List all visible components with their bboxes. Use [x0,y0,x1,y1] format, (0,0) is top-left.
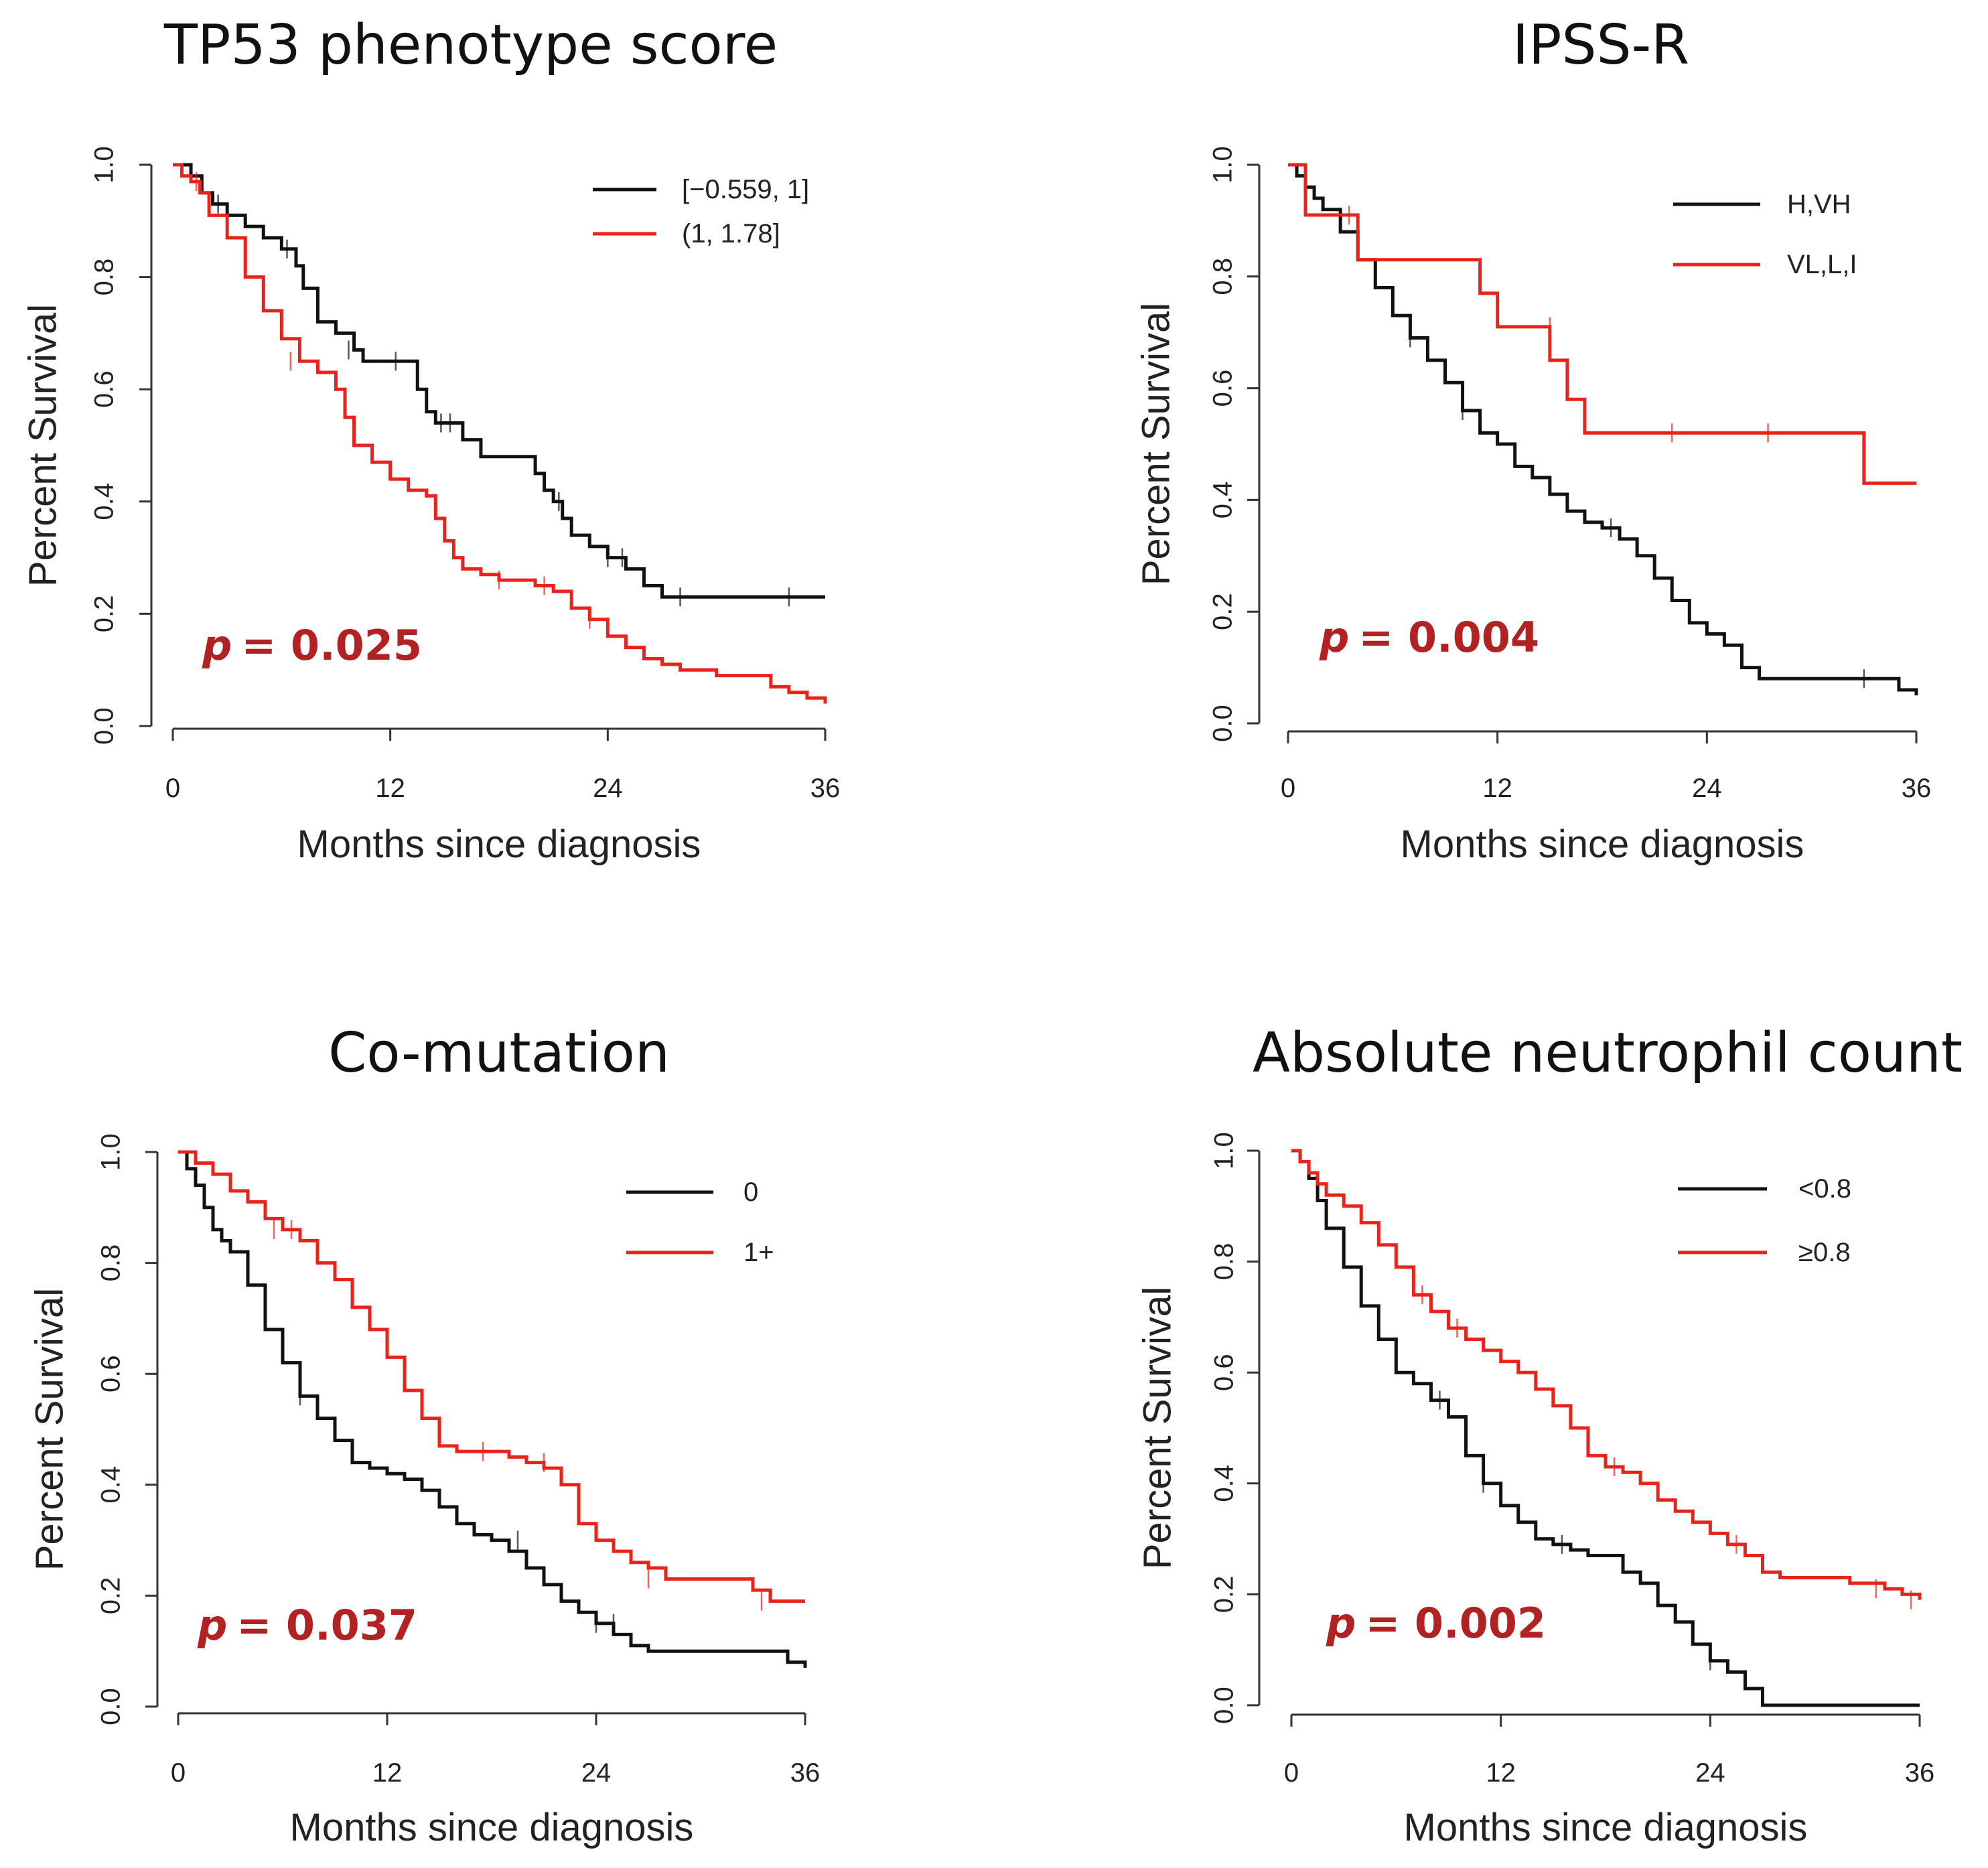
y-tick-label: 0.2 [1208,593,1238,630]
x-tick-label: 0 [171,1758,186,1788]
legend-label: VL,L,I [1787,250,1857,279]
y-tick-label: 0.2 [1210,1576,1239,1613]
y-tick-label: 0.0 [96,1688,126,1725]
survival-curve-red [178,1150,805,1603]
x-tick-label: 36 [1902,774,1932,803]
x-tick-label: 36 [1905,1758,1935,1788]
p-value-symbol: p [1319,613,1349,662]
y-tick-label: 0.6 [1208,370,1238,407]
y-tick-label: 0.8 [1208,258,1238,295]
x-tick-label: 0 [1284,1758,1299,1788]
survival-curve-red [173,163,827,704]
y-tick-label: 0.2 [96,1577,126,1615]
p-value: p = 0.002 [1326,1599,1546,1648]
p-value-symbol: p [1326,1599,1356,1648]
y-axis-label: Percent Survival [1135,1287,1179,1569]
legend-label: 0 [743,1177,758,1207]
x-tick-label: 36 [790,1758,821,1788]
p-value-number: = 0.037 [236,1601,417,1650]
y-tick-label: 1.0 [1208,146,1238,184]
legend-label: (1, 1.78] [682,219,780,248]
legend-label: H,VH [1787,190,1851,219]
p-value: p = 0.037 [197,1601,417,1650]
y-tick-label: 0.4 [96,1466,126,1504]
p-value: p = 0.025 [202,621,422,670]
y-tick-label: 0.6 [1210,1354,1239,1391]
p-value-number: = 0.004 [1358,613,1539,662]
y-tick-label: 1.0 [96,1133,126,1171]
legend-label: [−0.559, 1] [682,175,809,204]
y-tick-label: 0.0 [90,707,119,745]
x-tick-label: 24 [581,1758,612,1788]
chart-title: IPSS-R [1512,13,1689,77]
p-value-number: = 0.002 [1365,1599,1546,1648]
p-value: p = 0.004 [1319,613,1539,662]
chart-title: Absolute neutrophil count [1253,1021,1963,1085]
x-tick-label: 12 [372,1758,403,1788]
x-tick-label: 36 [810,774,841,803]
y-tick-label: 0.2 [90,595,119,633]
survival-curve-black [173,163,825,599]
y-axis-label: Percent Survival [21,304,64,587]
y-tick-label: 1.0 [90,146,119,184]
x-axis-label: Months since diagnosis [297,822,701,866]
km-panel-1: TP53 phenotype score 0.0 0.2 0.4 0.6 0.8 1.0 Pe… [21,13,840,866]
x-tick-label: 0 [165,774,180,803]
y-tick-label: 0.8 [96,1244,126,1282]
x-tick-label: 24 [1695,1758,1725,1788]
km-panel-4: Absolute neutrophil count 0.0 0.2 0.4 0.6 0.8… [1135,1021,1963,1849]
y-tick-label: 0.6 [96,1355,126,1392]
y-axis-label: Percent Survival [27,1288,71,1571]
legend-label: 1+ [743,1238,774,1267]
km-panel-2: IPSS-R 0.0 0.2 0.4 0.6 0.8 1.0 Percent Survival… [1134,13,1931,866]
p-value-symbol: p [202,621,232,670]
y-tick-label: 0.4 [90,483,119,520]
x-axis-label: Months since diagnosis [1404,1806,1808,1849]
km-panel-3: Co-mutation 0.0 0.2 0.4 0.6 0.8 1.0 Percent Sur… [27,1021,820,1849]
y-tick-label: 0.4 [1210,1465,1239,1502]
chart-title: Co-mutation [328,1021,670,1085]
survival-curve-black [178,1150,807,1668]
y-tick-label: 0.8 [90,259,119,296]
x-tick-label: 24 [593,774,623,803]
y-axis-label: Percent Survival [1134,303,1178,585]
p-value-symbol: p [197,1601,227,1650]
y-tick-label: 0.0 [1208,705,1238,742]
y-tick-label: 0.4 [1208,482,1238,519]
chart-title: TP53 phenotype score [163,13,778,77]
x-tick-label: 12 [1486,1758,1516,1788]
survival-curve-red [1288,163,1916,485]
legend-label: ≥0.8 [1798,1238,1851,1267]
x-tick-label: 12 [375,774,405,803]
survival-curve-red [1291,1149,1922,1600]
y-tick-label: 0.8 [1210,1243,1239,1281]
x-tick-label: 0 [1281,774,1295,803]
x-tick-label: 12 [1482,774,1512,803]
legend-label: <0.8 [1798,1174,1851,1204]
x-axis-label: Months since diagnosis [290,1806,694,1849]
y-tick-label: 0.0 [1210,1686,1239,1724]
y-tick-label: 0.6 [90,370,119,408]
survival-curve-black [1291,1149,1920,1707]
y-tick-label: 1.0 [1210,1132,1239,1169]
x-axis-label: Months since diagnosis [1401,822,1804,866]
p-value-number: = 0.025 [241,621,422,670]
x-tick-label: 24 [1692,774,1722,803]
